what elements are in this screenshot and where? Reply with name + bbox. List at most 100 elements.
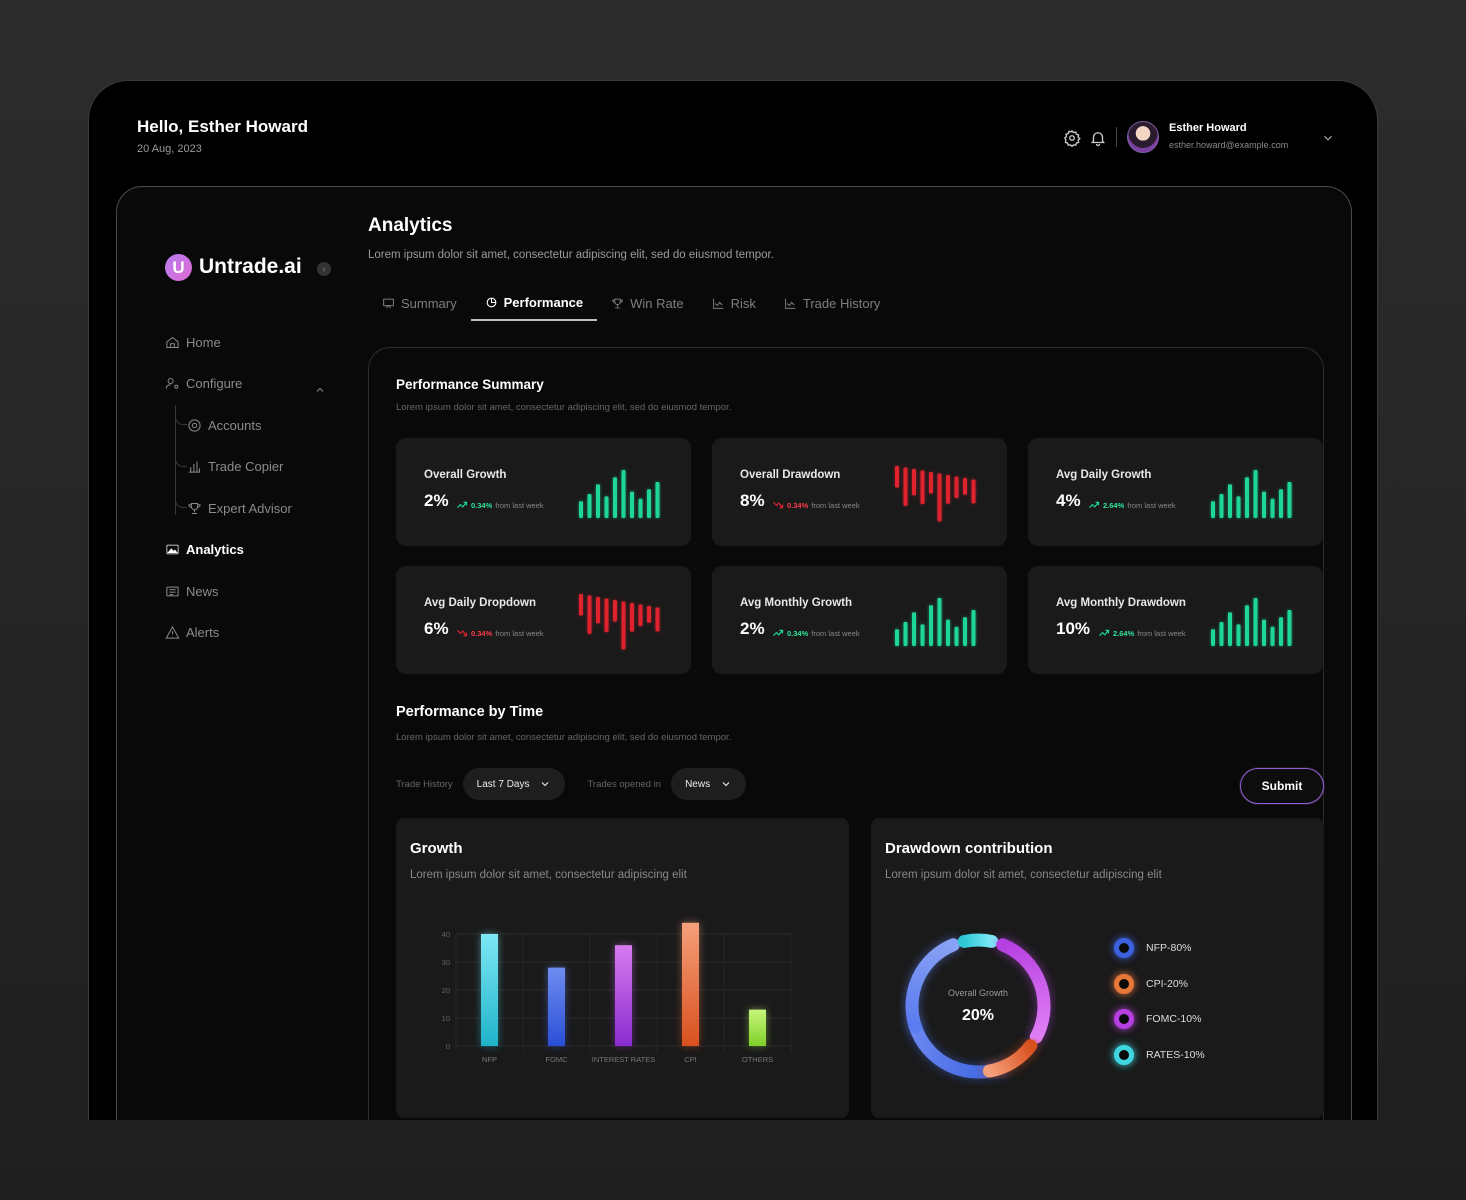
sparkline-bar — [903, 467, 908, 506]
legend-label: CPI-20% — [1146, 977, 1189, 990]
sparkline-bar — [1253, 470, 1258, 518]
tab-performance[interactable]: Performance — [470, 285, 598, 321]
donut-segment-nfp — [905, 938, 960, 1033]
trophy-icon — [612, 298, 623, 308]
card-delta: 0.34% from last week — [772, 499, 860, 511]
image-icon — [166, 544, 179, 555]
sparkline-bar — [1245, 605, 1249, 646]
card-label: Avg Monthly Growth — [740, 597, 853, 609]
sidebar-item-alerts[interactable]: Alerts — [165, 625, 219, 640]
tab-label: Win Rate — [630, 295, 684, 311]
tab-trade-history[interactable]: Trade History — [770, 285, 895, 321]
sparkline-bar — [971, 479, 976, 504]
summary-card: Overall Growth 2% 0.34% from last week — [396, 438, 691, 546]
summary-card: Avg Daily Growth 4% 2.64% from last week — [1028, 438, 1323, 546]
tab-win-rate[interactable]: Win Rate — [597, 285, 697, 321]
chevron-down-icon[interactable] — [1321, 131, 1335, 145]
section-title: Performance Summary — [396, 377, 544, 392]
tab-label: Summary — [401, 295, 457, 311]
avatar[interactable] — [1127, 121, 1159, 153]
sidebar-item-analytics[interactable]: Analytics — [165, 542, 244, 557]
collapse-sidebar-button[interactable]: ‹ — [317, 262, 331, 276]
legend-label: RATES-10% — [1146, 1048, 1205, 1061]
app-window: Hello, Esther Howard 20 Aug, 2023 Esther… — [88, 80, 1378, 1120]
bar-chart-icon — [188, 461, 201, 473]
summary-card: Avg Monthly Drawdown 10% 2.64% from last we… — [1028, 566, 1323, 674]
delta-text: from last week — [811, 628, 860, 638]
card-title: Growth — [410, 840, 463, 857]
delta-text: from last week — [811, 500, 860, 510]
sparkline-bar — [647, 489, 651, 518]
sparkline-bar — [655, 607, 660, 632]
delta-percent: 2.64% — [1103, 500, 1125, 510]
trend-arrow-icon — [773, 501, 784, 509]
trades-opened-select[interactable]: News — [671, 768, 747, 800]
logo-text: Untrade.ai — [199, 255, 302, 278]
sparkline-bar — [946, 475, 950, 504]
x-tick-label: FOMC — [545, 1055, 568, 1064]
sidebar-item-label: Expert Advisor — [208, 501, 292, 516]
sidebar-item-configure[interactable]: Configure — [165, 376, 242, 391]
greeting: Hello, Esther Howard — [137, 117, 308, 136]
sidebar-item-trade-copier[interactable]: Trade Copier — [187, 459, 283, 474]
sparkline-bar — [647, 606, 651, 623]
card-subtitle: Lorem ipsum dolor sit amet, consectetur … — [885, 869, 1162, 881]
sidebar-item-label: Home — [186, 335, 221, 350]
sparkline-bars — [579, 594, 660, 650]
tab-risk[interactable]: Risk — [698, 285, 770, 321]
bell-icon[interactable] — [1089, 129, 1107, 147]
sparkline-bar — [1228, 484, 1232, 518]
sparkline-bar — [1287, 482, 1292, 518]
sparkline-bar — [971, 610, 976, 646]
sidebar-item-home[interactable]: Home — [165, 335, 221, 350]
sparkline-bar — [621, 470, 626, 518]
summary-card: Avg Daily Dropdown 6% 0.34% from last week — [396, 566, 691, 674]
sparkline-bar — [912, 612, 916, 646]
legend-label: NFP-80% — [1146, 942, 1192, 954]
gear-icon[interactable] — [1063, 129, 1081, 147]
sparkline-bar — [604, 496, 609, 518]
sparkline-bar — [1253, 598, 1258, 646]
sparkline-bar — [1279, 617, 1283, 646]
card-value: 8% — [740, 491, 765, 510]
legend-swatch — [1114, 1044, 1134, 1065]
x-tick-label: NFP — [482, 1055, 497, 1064]
delta-text: from last week — [1127, 500, 1176, 510]
bar — [481, 934, 498, 1046]
sidebar-item-news[interactable]: News — [165, 584, 219, 599]
sidebar-item-expert-advisor[interactable]: Expert Advisor — [187, 501, 292, 516]
tab-summary[interactable]: Summary — [368, 285, 471, 321]
legend-item: RATES-10% — [1114, 1044, 1205, 1065]
chevron-up-icon[interactable] — [314, 384, 326, 396]
sparkline-bar — [920, 470, 925, 505]
bar — [615, 945, 632, 1046]
sparkline-bars — [579, 470, 660, 518]
submit-button[interactable]: Submit — [1240, 768, 1324, 804]
sparkline-bar — [587, 595, 592, 634]
sidebar-item-accounts[interactable]: Accounts — [187, 418, 261, 433]
trend-arrow-icon — [457, 501, 468, 509]
trophy-icon — [188, 503, 201, 514]
tab-bar: Summary Performance Win Rate Risk Trade … — [368, 285, 894, 321]
filter-label: Trades opened in — [587, 778, 662, 790]
at-icon — [188, 419, 201, 432]
sparkline-bar — [1219, 494, 1224, 518]
sparkline-bar — [1270, 626, 1275, 646]
sparkline-bar — [912, 469, 916, 496]
top-bar: Hello, Esther Howard 20 Aug, 2023 Esther… — [89, 81, 1377, 186]
sparkline-bar — [895, 629, 899, 646]
sidebar-item-label: Configure — [186, 376, 243, 391]
section-subtitle: Lorem ipsum dolor sit amet, consectetur … — [396, 732, 732, 743]
sparkline-bar — [920, 624, 925, 646]
sparkline-bar — [655, 482, 660, 518]
trend-arrow-icon — [773, 629, 784, 637]
logo-badge: U — [165, 254, 192, 281]
performance-panel: Performance Summary Lorem ipsum dolor si… — [368, 347, 1324, 1120]
sparkline-bar — [903, 622, 908, 646]
sparkline-bar — [954, 626, 959, 646]
sparkline-bar — [613, 600, 617, 622]
trade-history-select[interactable]: Last 7 Days — [462, 768, 566, 800]
current-date: 20 Aug, 2023 — [137, 143, 202, 155]
sparkline-bar — [929, 472, 933, 494]
card-subtitle: Lorem ipsum dolor sit amet, consectetur … — [410, 869, 687, 881]
